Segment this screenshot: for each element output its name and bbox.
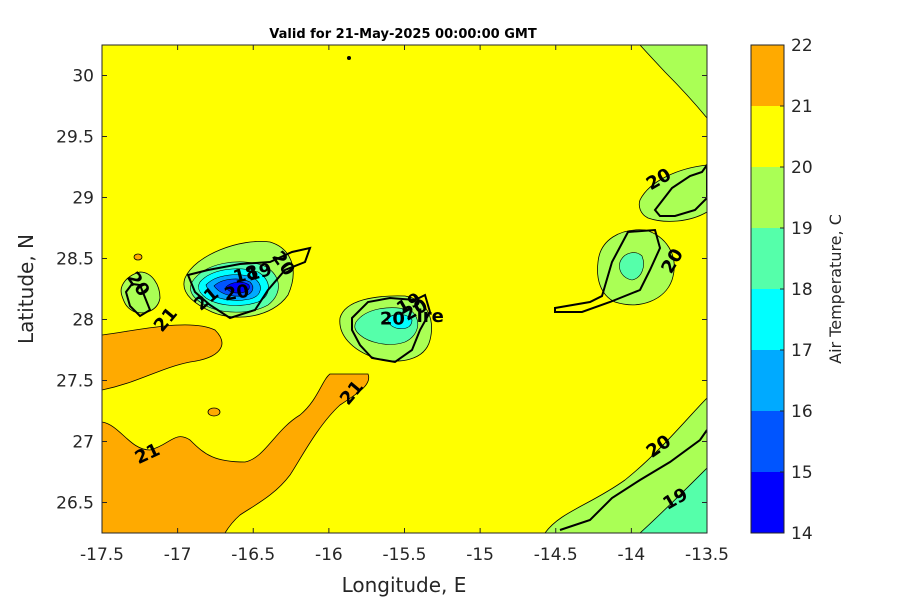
- colorbar-label: Air Temperature, C: [826, 214, 845, 364]
- y-tick-label: 27: [72, 433, 94, 453]
- band-19-20-northeast: [639, 45, 707, 119]
- colorbar-tick-label: 19: [791, 219, 813, 239]
- coastline-gran-canaria: [351, 293, 432, 364]
- colorbar-tick-label: 15: [791, 463, 813, 483]
- colorbar-tick-label: 16: [791, 402, 813, 422]
- band-21-22-islet: [207, 407, 221, 417]
- coastline-lanzarote: [653, 163, 707, 217]
- colorbar-swatch: [751, 350, 784, 411]
- y-tick-label: 30: [72, 67, 94, 87]
- band-14-15-tenerife: [225, 281, 250, 294]
- coastline-la-palma: [124, 282, 152, 318]
- x-tick-label: -13.5: [685, 545, 729, 565]
- band-19-20-la-palma: [120, 271, 161, 314]
- x-tick-label: -16.5: [231, 545, 275, 565]
- x-tick-label: -15.5: [383, 545, 427, 565]
- coastline-tenerife: [186, 246, 312, 320]
- y-axis-label: Latitude, N: [14, 234, 38, 344]
- x-tick-label: -15: [466, 545, 494, 565]
- islet-marker: [347, 56, 351, 60]
- colorbar-tick-label: 14: [791, 524, 813, 544]
- contour-label: 20: [223, 281, 251, 306]
- colorbar-swatch: [751, 167, 784, 228]
- y-axis-ticks: 26.5 27 27.5 28 28.5 29 29.5 30: [56, 67, 707, 514]
- band-18-19-fuerteventura: [619, 252, 644, 281]
- contour-label: ire: [417, 306, 444, 327]
- colorbar-tick-label: 18: [791, 280, 813, 300]
- colorbar-tick-label: 21: [791, 97, 813, 117]
- colorbar-tick-label: 17: [791, 341, 813, 361]
- x-tick-label: -17: [164, 545, 192, 565]
- y-tick-label: 28.5: [56, 250, 94, 270]
- x-tick-label: -14: [617, 545, 645, 565]
- x-tick-label: -17.5: [80, 545, 124, 565]
- coastline-africa: [559, 429, 707, 531]
- colorbar-swatch: [751, 411, 784, 472]
- contour-label: 20: [380, 308, 405, 329]
- y-tick-label: 29.5: [56, 128, 94, 148]
- y-tick-label: 28: [72, 311, 94, 331]
- colorbar-swatch: [751, 228, 784, 289]
- y-tick-label: 27.5: [56, 372, 94, 392]
- x-tick-label: -16: [315, 545, 343, 565]
- band-19-20-southeast: [544, 397, 707, 533]
- colorbar-tick-label: 20: [791, 158, 813, 178]
- y-tick-label: 26.5: [56, 494, 94, 514]
- band-21-22-southwest: [102, 373, 370, 533]
- colorbar-swatch: [751, 472, 784, 533]
- colorbar-swatch: [751, 106, 784, 167]
- x-axis-ticks: -17.5 -17 -16.5 -16 -15.5 -15 -14.5 -14 -13.5: [80, 45, 729, 565]
- x-tick-label: -14.5: [534, 545, 578, 565]
- x-axis-label: Longitude, E: [342, 573, 467, 597]
- colorbar-tick-label: 22: [791, 36, 813, 56]
- map-title: Valid for 21-May-2025 00:00:00 GMT: [269, 27, 537, 42]
- band-17-18-gran-canaria: [387, 314, 413, 330]
- band-21-22-islet: [133, 253, 143, 261]
- colorbar: 14 15 16 17 18 19 20 21 22: [750, 36, 813, 544]
- coastline-fuerteventura: [554, 228, 662, 313]
- y-tick-label: 29: [72, 189, 94, 209]
- colorbar-swatch: [751, 289, 784, 350]
- coastlines: [124, 163, 707, 531]
- band-21-22-west: [102, 324, 223, 391]
- colorbar-swatch: [751, 45, 784, 106]
